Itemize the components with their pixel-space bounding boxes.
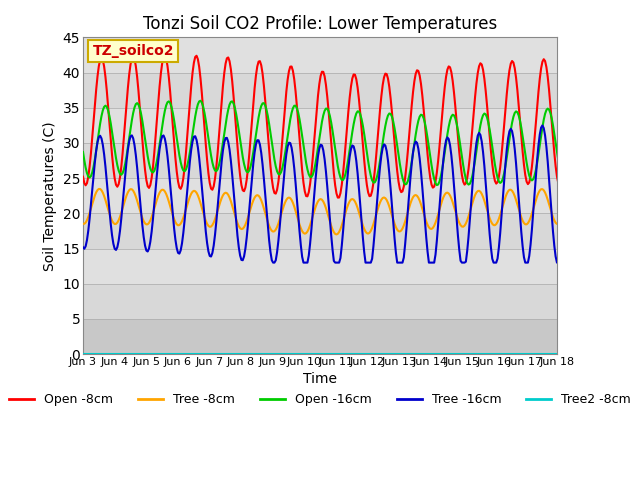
Title: Tonzi Soil CO2 Profile: Lower Temperatures: Tonzi Soil CO2 Profile: Lower Temperatur… — [143, 15, 497, 33]
Bar — [83, 319, 557, 354]
Bar — [83, 143, 557, 178]
Legend: Open -8cm, Tree -8cm, Open -16cm, Tree -16cm, Tree2 -8cm: Open -8cm, Tree -8cm, Open -16cm, Tree -… — [4, 388, 636, 411]
Bar — [83, 213, 557, 249]
Y-axis label: Soil Temperatures (C): Soil Temperatures (C) — [43, 121, 57, 271]
X-axis label: Time: Time — [303, 372, 337, 386]
Bar — [83, 72, 557, 108]
Bar — [83, 178, 557, 213]
Text: TZ_soilco2: TZ_soilco2 — [93, 44, 174, 58]
Bar — [83, 108, 557, 143]
Bar — [83, 284, 557, 319]
Bar — [83, 249, 557, 284]
Bar — [83, 37, 557, 72]
